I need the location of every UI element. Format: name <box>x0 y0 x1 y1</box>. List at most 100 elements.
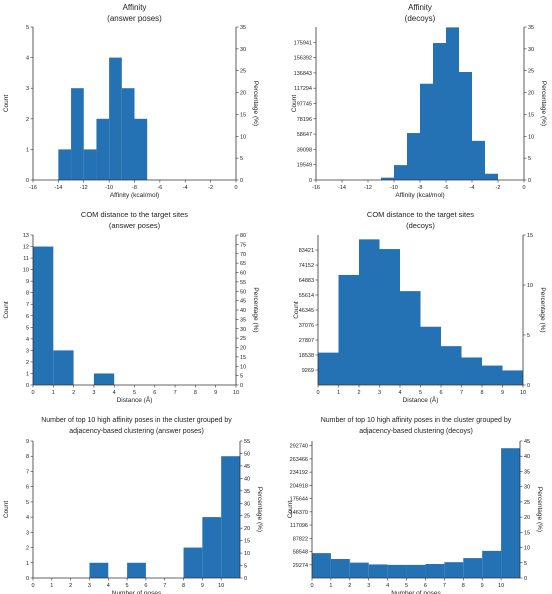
histogram-bar <box>359 239 380 385</box>
histogram-bar <box>221 456 240 578</box>
y2-axis-label: Percentage (%) <box>540 81 547 126</box>
x-tick-label: 5 <box>126 583 129 589</box>
histogram-bar <box>58 149 72 180</box>
histogram-bar <box>501 448 520 578</box>
histogram-bar <box>420 326 441 385</box>
chart-panel-3: COM distance to the target sites (answer … <box>3 210 259 404</box>
y2-tick-label: 10 <box>527 283 533 289</box>
histogram-bar <box>338 274 359 385</box>
y-tick-label: 64883 <box>299 278 314 284</box>
y-tick-label: 46345 <box>299 308 314 314</box>
x-tick-label: 8 <box>462 583 465 589</box>
histogram-bar <box>444 562 464 578</box>
y-tick-label: 117294 <box>294 86 312 92</box>
y2-tick-label: 20 <box>244 526 250 532</box>
x-tick-label: -12 <box>80 185 88 191</box>
x-tick-label: 8 <box>480 390 483 396</box>
x-tick-label: 4 <box>386 583 389 589</box>
y2-tick-label: 20 <box>524 515 530 521</box>
y2-tick-label: 10 <box>240 134 246 140</box>
y2-tick-label: 70 <box>240 252 246 258</box>
chart-title: Number of top 10 high affinity poses in … <box>321 417 512 424</box>
y-tick-label: 37076 <box>299 323 314 329</box>
y2-tick-label: 30 <box>240 47 246 53</box>
y2-tick-label: 35 <box>240 317 246 323</box>
x-tick-label: 3 <box>92 390 95 396</box>
x-tick-label: 9 <box>201 583 204 589</box>
y2-tick-label: 0 <box>240 178 243 184</box>
x-tick-label: -4 <box>470 185 475 191</box>
histogram-bar <box>420 83 433 180</box>
y2-tick-label: 55 <box>240 280 246 286</box>
x-tick-label: 0 <box>310 583 313 589</box>
histogram-bar <box>71 88 84 180</box>
x-tick-label: -4 <box>183 185 188 191</box>
y-tick-label: 175644 <box>290 497 308 503</box>
x-tick-label: 10 <box>233 390 239 396</box>
chart-subtitle: (decoys) <box>405 14 436 23</box>
y2-tick-label: 5 <box>524 561 527 567</box>
y2-tick-label: 35 <box>528 25 534 31</box>
x-tick-label: 0 <box>522 185 525 191</box>
y-tick-label: 87822 <box>293 536 308 542</box>
chart-subtitle: (answer poses) <box>109 221 161 230</box>
y-tick-label: 9 <box>26 279 29 285</box>
y2-tick-label: 35 <box>244 489 250 495</box>
histogram-bar <box>318 352 339 385</box>
y-tick-label: 97745 <box>297 102 312 108</box>
x-tick-label: 2 <box>357 390 360 396</box>
x-tick-label: -2 <box>208 185 213 191</box>
y-tick-label: 4 <box>26 515 29 521</box>
y2-tick-label: 15 <box>240 355 246 361</box>
chart-subtitle: adjacency-based clustering (answer poses… <box>69 428 204 435</box>
y2-tick-label: 40 <box>244 476 250 482</box>
x-tick-label: 0 <box>234 185 237 191</box>
y2-tick-label: 25 <box>528 69 534 75</box>
y-tick-label: 117096 <box>290 523 308 529</box>
y-tick-label: 58647 <box>297 132 312 138</box>
x-tick-label: 9 <box>501 390 504 396</box>
histogram-bar <box>379 249 400 385</box>
x-tick-label: 5 <box>419 390 422 396</box>
y-tick-label: 6 <box>26 485 29 491</box>
x-tick-label: -10 <box>105 185 113 191</box>
y-axis-label: Count <box>3 501 10 519</box>
histogram-bar <box>433 43 446 181</box>
y2-tick-label: 25 <box>240 336 246 342</box>
y2-tick-label: 45 <box>244 464 250 470</box>
x-tick-label: 1 <box>329 583 332 589</box>
y-tick-label: 13 <box>23 233 29 239</box>
x-tick-label: -12 <box>364 185 372 191</box>
x-tick-label: 7 <box>460 390 463 396</box>
x-tick-label: 3 <box>88 583 91 589</box>
y2-tick-label: 20 <box>240 91 246 97</box>
histogram-bar <box>387 564 407 578</box>
y2-tick-label: 20 <box>528 91 534 97</box>
histogram-bar <box>127 562 146 578</box>
x-tick-label: -8 <box>418 185 423 191</box>
y-tick-label: 5 <box>26 500 29 506</box>
x-tick-label: 6 <box>439 390 442 396</box>
y-tick-label: 55614 <box>299 293 314 299</box>
x-tick-label: -16 <box>29 185 37 191</box>
x-tick-label: 3 <box>367 583 370 589</box>
chart-title: COM distance to the target sites <box>81 210 188 219</box>
x-axis-label: Number of poses <box>112 590 162 594</box>
y2-tick-label: 5 <box>240 156 243 162</box>
y-tick-label: 4 <box>26 337 29 343</box>
chart-title: Affinity <box>408 3 432 12</box>
x-tick-label: 8 <box>194 390 197 396</box>
histogram-bar <box>109 57 122 180</box>
y2-tick-label: 5 <box>528 156 531 162</box>
y-tick-label: 19549 <box>297 163 312 169</box>
x-tick-label: 9 <box>214 390 217 396</box>
y2-tick-label: 30 <box>240 327 246 333</box>
y2-tick-label: 0 <box>528 178 531 184</box>
x-tick-label: 8 <box>182 583 185 589</box>
x-tick-label: 2 <box>72 390 75 396</box>
y2-tick-label: 25 <box>240 69 246 75</box>
y2-tick-label: 0 <box>240 383 243 389</box>
y-axis-label: Count <box>287 501 294 519</box>
x-tick-label: -16 <box>312 185 320 191</box>
